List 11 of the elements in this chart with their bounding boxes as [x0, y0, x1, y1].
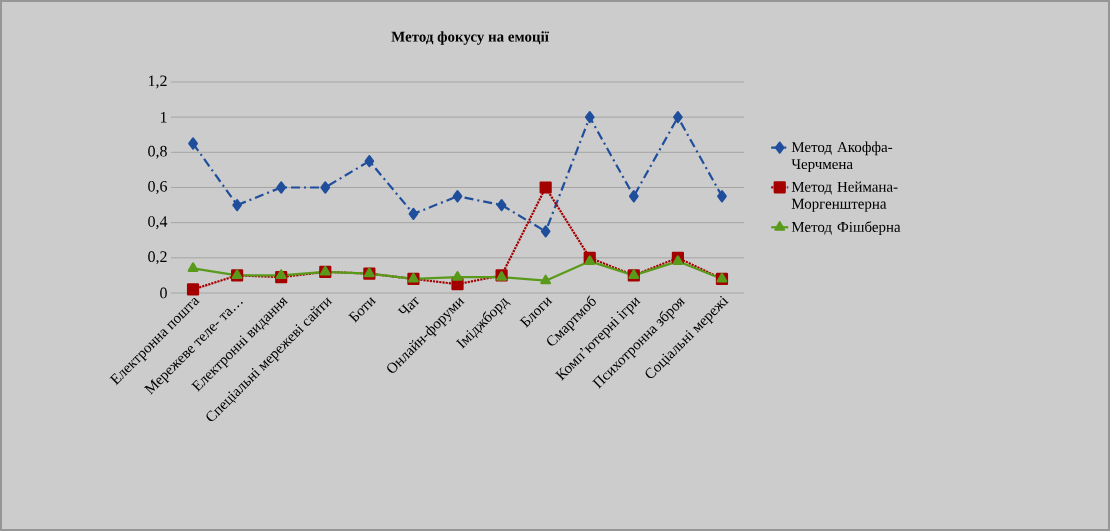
y-tick-label: 0,6 [148, 180, 168, 195]
legend-label: Метод Акоффа-Черчмена [791, 141, 893, 173]
y-tick-label: 0,4 [148, 216, 168, 230]
y-tick-label: 0 [160, 287, 167, 299]
chart-title: Метод фокусу на емоції [391, 31, 549, 45]
y-tick-label: 1,2 [148, 75, 167, 89]
legend-label: Метод Фішберна [791, 221, 901, 236]
legend-label: Метод Неймана-Моргенштерна [791, 181, 898, 212]
y-tick-label: 1 [160, 111, 167, 123]
y-tick-label: 0,8 [148, 145, 167, 159]
y-tick-label: 0,2 [148, 251, 167, 265]
